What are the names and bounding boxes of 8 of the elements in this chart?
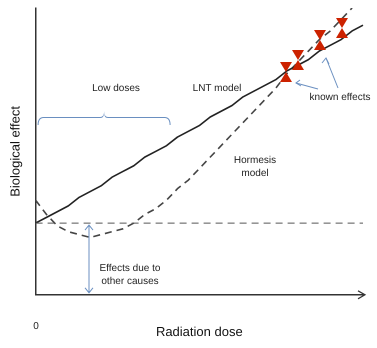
text: 0 — [33, 320, 40, 332]
x-axis-title: Radiation dose — [156, 324, 243, 339]
annotation: Low doses — [92, 82, 140, 94]
annotation: Effects due to other causes — [100, 262, 161, 287]
annotation: Hormesis model — [234, 154, 276, 179]
annotation: LNT model — [192, 82, 242, 94]
annotation: known effects — [310, 92, 370, 103]
y-axis-title: Biological effect — [7, 106, 22, 197]
